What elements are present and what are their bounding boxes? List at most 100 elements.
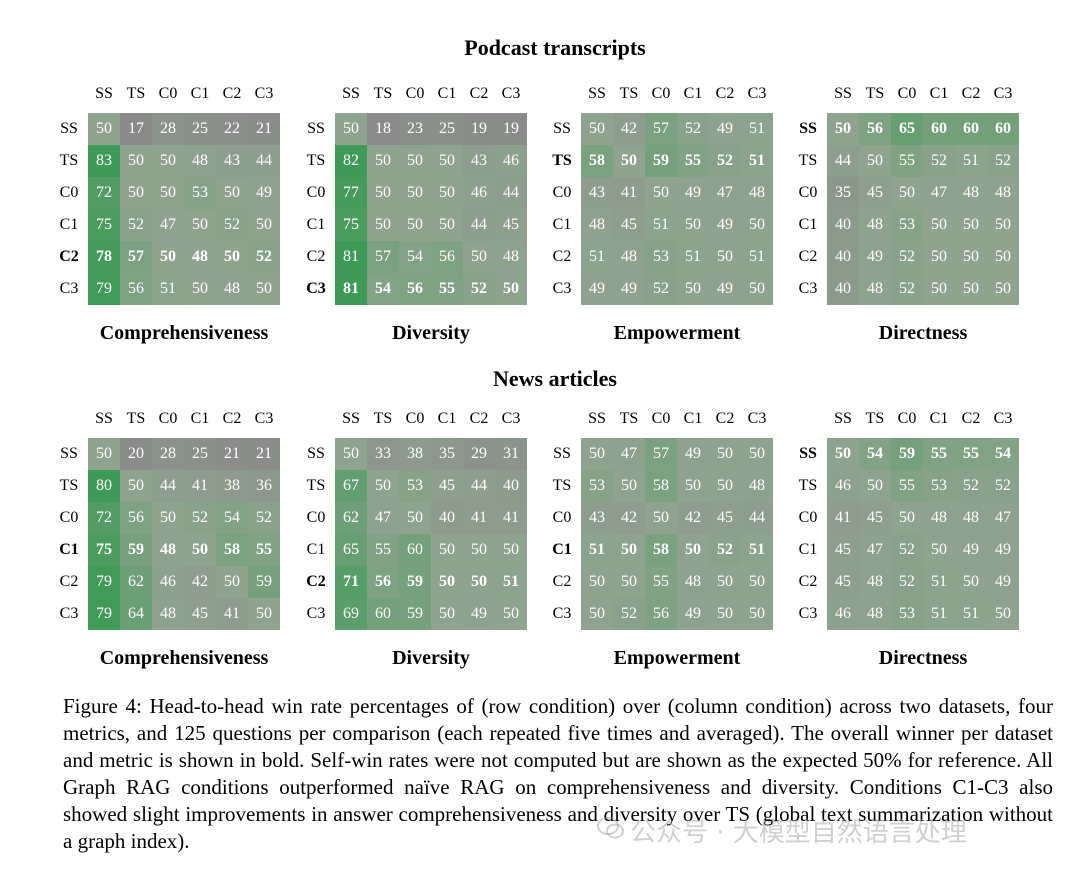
row-label: SS [553,120,571,137]
row-label: TS [552,152,572,169]
section-title-news: News articles [492,366,617,391]
heatmap-cell: 50 [677,273,709,305]
heatmap-cell: 17 [120,113,152,145]
heatmap-cell: 53 [923,470,955,502]
heatmap-cell: 59 [645,145,677,177]
row-label: C0 [306,184,326,201]
heatmap-cell: 52 [216,209,248,241]
column-label: C1 [929,85,949,102]
heatmap-cell: 58 [581,145,613,177]
heatmap-cell: 49 [955,534,987,566]
row-label: C3 [59,280,79,297]
row-label: C3 [552,605,572,622]
heatmap-cell: 55 [248,534,280,566]
heatmap-cell: 48 [613,241,645,273]
watermark: 公众号 · 大模型自然语言处理 [630,818,967,848]
heatmap-cell: 52 [248,241,280,273]
heatmap-cell: 52 [891,566,923,598]
heatmap-podcast-empowerment: SS SS TS TS C0 C0 C1 C1 C2 C2 C3 C3 50 42 57 52 49 51 58 50… [547,85,787,355]
heatmap-cell: 55 [955,438,987,470]
heatmap-cell: 50 [741,273,773,305]
row-label: C3 [798,605,818,622]
heatmap-cell: 41 [613,177,645,209]
column-label: TS [126,85,146,102]
column-label: SS [95,410,113,427]
heatmap-cell: 48 [859,598,891,630]
heatmap-cell: 50 [120,177,152,209]
heatmap-cell: 50 [152,502,184,534]
heatmap-cell: 52 [955,470,987,502]
row-label: TS [306,477,326,494]
row-label: C0 [552,509,572,526]
row-label: SS [799,445,817,462]
heatmap-cell: 44 [463,209,495,241]
column-label: C3 [993,410,1013,427]
heatmap-cell: 50 [955,241,987,273]
heatmap-cell: 50 [923,241,955,273]
heatmap-cell: 71 [335,566,367,598]
heatmap-cell: 49 [709,273,741,305]
heatmap-cell: 52 [987,145,1019,177]
heatmap-cell: 78 [88,241,120,273]
heatmap-cell: 48 [859,209,891,241]
heatmap-cell: 21 [248,438,280,470]
heatmap-cell: 19 [463,113,495,145]
heatmap-cell: 59 [120,534,152,566]
heatmap-cell: 65 [891,113,923,145]
row-label: TS [798,152,818,169]
heatmap-cell: 41 [827,502,859,534]
heatmap-cell: 67 [335,470,367,502]
heatmap-cell: 46 [463,177,495,209]
heatmap-cell: 55 [891,145,923,177]
heatmap-cell: 57 [645,438,677,470]
heatmap-cell: 50 [859,145,891,177]
metric-title: Directness [878,647,968,669]
heatmap-cell: 47 [709,177,741,209]
heatmap-cell: 52 [987,470,1019,502]
heatmap-cell: 50 [431,566,463,598]
heatmap-cell: 55 [645,566,677,598]
heatmap-cell: 58 [645,470,677,502]
heatmap-cell: 52 [120,209,152,241]
heatmap-cell: 79 [88,273,120,305]
row-label: C0 [552,184,572,201]
row-label: C1 [59,541,79,558]
heatmap-cell: 50 [463,534,495,566]
heatmap-cell: 47 [923,177,955,209]
heatmap-cell: 51 [152,273,184,305]
column-label: C2 [715,410,735,427]
heatmap-cell: 52 [613,598,645,630]
heatmap-cell: 50 [709,566,741,598]
heatmap-cell: 52 [709,534,741,566]
column-label: C0 [651,85,671,102]
heatmap-cell: 75 [88,209,120,241]
column-label: C1 [683,410,703,427]
column-label: C1 [190,85,210,102]
column-label: C3 [254,85,274,102]
heatmap-cell: 56 [399,273,431,305]
column-label: TS [373,410,393,427]
heatmap-cell: 47 [987,502,1019,534]
section-title-podcast: Podcast transcripts [464,35,646,60]
column-label: C0 [405,410,425,427]
heatmap-cell: 50 [955,566,987,598]
heatmap-cell: 55 [923,438,955,470]
row-label: TS [552,477,572,494]
row-label: C2 [59,573,79,590]
heatmap-cell: 55 [367,534,399,566]
heatmap-cell: 60 [955,113,987,145]
heatmap-cell: 72 [88,177,120,209]
heatmap-cell: 56 [431,241,463,273]
heatmap-cell: 51 [955,145,987,177]
heatmap-cell: 25 [184,113,216,145]
heatmap-cell: 52 [463,273,495,305]
heatmap-cell: 44 [495,177,527,209]
heatmap-cell: 48 [741,470,773,502]
heatmap-cell: 47 [613,438,645,470]
row-label: SS [799,120,817,137]
column-label: SS [342,85,360,102]
heatmap-cell: 50 [335,438,367,470]
heatmap-cell: 31 [495,438,527,470]
row-label: C3 [552,280,572,297]
heatmap-cell: 54 [367,273,399,305]
